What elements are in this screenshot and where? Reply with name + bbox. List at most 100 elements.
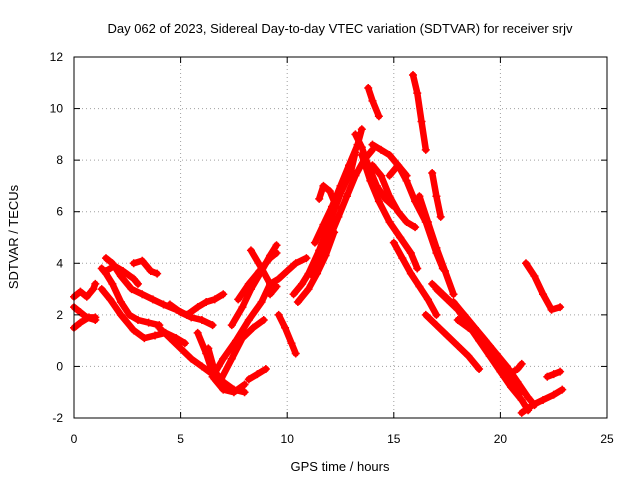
data-point: [417, 117, 426, 126]
data-point: [97, 285, 106, 294]
data-point: [298, 279, 307, 288]
y-tick-label: 2: [56, 308, 63, 322]
data-point: [240, 388, 249, 397]
series-arc28: [351, 130, 398, 211]
series-arc44: [517, 385, 567, 417]
data-point: [357, 150, 366, 159]
data-point: [440, 267, 449, 276]
series-arc45: [543, 367, 565, 381]
series-line: [275, 311, 299, 357]
data-point: [406, 269, 415, 278]
series-arc34: [389, 238, 441, 319]
data-point: [394, 207, 403, 216]
data-point: [374, 112, 383, 121]
data-point: [428, 169, 437, 178]
data-point: [325, 233, 334, 242]
data-point: [283, 267, 292, 276]
data-point: [197, 362, 206, 371]
data-point: [421, 310, 430, 319]
y-tick-label: 12: [50, 50, 64, 64]
data-point: [377, 171, 386, 180]
data-point: [421, 145, 430, 154]
series-line: [364, 84, 383, 120]
data-point: [547, 305, 556, 314]
data-point: [385, 150, 394, 159]
y-axis-label: SDTVAR / TECUs: [6, 184, 21, 289]
data-point: [364, 83, 373, 92]
data-point: [366, 176, 375, 185]
data-point: [76, 287, 85, 296]
y-tick-label: 6: [56, 205, 63, 219]
data-point: [413, 89, 422, 98]
x-tick-label: 5: [177, 432, 184, 446]
series-line: [290, 149, 359, 298]
data-point: [460, 310, 469, 319]
tick-layer: 0 5 10 15 20 25 -2 0 2 4 6 8 10 12: [50, 50, 614, 446]
series-arc43: [504, 359, 526, 379]
data-point: [110, 261, 119, 270]
data-point: [524, 393, 533, 402]
series-arc19: [266, 282, 281, 299]
data-point: [133, 316, 142, 325]
data-point: [332, 202, 341, 211]
data-point: [208, 321, 217, 330]
data-point: [116, 297, 125, 306]
data-point: [148, 295, 157, 304]
data-point: [385, 218, 394, 227]
series-arc27: [315, 181, 341, 211]
data-point: [106, 295, 115, 304]
data-point: [244, 375, 253, 384]
data-point: [127, 285, 136, 294]
data-point: [310, 238, 319, 247]
data-point: [398, 254, 407, 263]
data-point: [351, 171, 360, 180]
y-tick-label: 0: [56, 359, 63, 373]
data-point: [496, 357, 505, 366]
data-point: [357, 143, 366, 152]
data-point: [315, 194, 324, 203]
data-point: [530, 272, 539, 281]
data-point: [227, 321, 236, 330]
data-point: [432, 243, 441, 252]
data-point: [272, 248, 281, 257]
series-arc2: [70, 279, 100, 301]
data-point: [76, 318, 85, 327]
data-point: [291, 259, 300, 268]
data-point: [408, 71, 417, 80]
data-point: [129, 259, 138, 268]
series-arc22: [274, 310, 300, 358]
series-arc11: [182, 290, 228, 319]
data-point: [259, 316, 268, 325]
y-tick-label: 8: [56, 153, 63, 167]
data-point: [219, 290, 228, 299]
data-point: [129, 326, 138, 335]
data-point: [443, 331, 452, 340]
series-arc37: [428, 169, 445, 221]
data-point: [485, 341, 494, 350]
series-arc29: [364, 83, 383, 121]
data-point: [151, 331, 160, 340]
data-point: [432, 192, 441, 201]
data-point: [496, 367, 505, 376]
data-point: [91, 316, 100, 325]
data-point: [146, 267, 155, 276]
data-point: [428, 279, 437, 288]
grid-layer: [74, 57, 607, 418]
series-line: [390, 239, 440, 319]
data-point: [504, 370, 513, 379]
data-point: [396, 233, 405, 242]
series-arc8: [129, 256, 162, 278]
data-point: [266, 279, 275, 288]
series-line: [433, 285, 532, 414]
series-line: [369, 162, 419, 231]
data-point: [125, 310, 134, 319]
y-tick-label: -2: [52, 411, 63, 425]
data-point: [411, 223, 420, 232]
data-point: [187, 354, 196, 363]
series-arc39: [421, 310, 484, 374]
data-point: [257, 297, 266, 306]
data-point: [274, 274, 283, 283]
data-point: [317, 254, 326, 263]
data-point: [266, 254, 275, 263]
